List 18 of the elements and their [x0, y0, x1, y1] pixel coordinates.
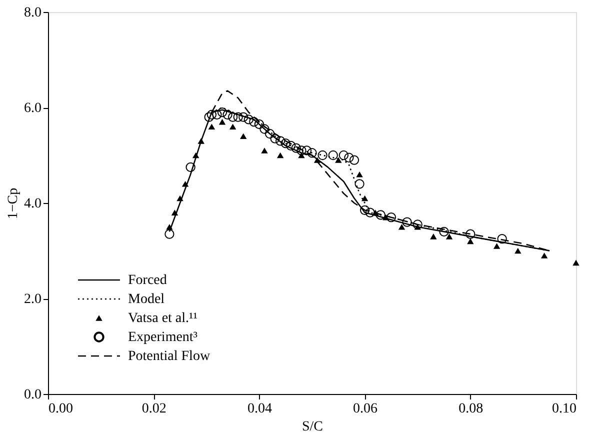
- y-axis-title: 1−Cp: [6, 188, 21, 220]
- x-tick-label: 0.08: [458, 402, 484, 416]
- y-tick-label: 6.0: [24, 101, 42, 116]
- y-tick-label: 8.0: [24, 6, 42, 20]
- legend-label: Model: [128, 292, 165, 307]
- x-tick-label: 0.06: [353, 402, 378, 416]
- x-tick-label: 0.10: [552, 402, 576, 416]
- y-tick-label: 4.0: [24, 196, 42, 212]
- x-tick-label: 0.00: [48, 402, 73, 416]
- legend-label: Experiment³: [128, 330, 198, 345]
- x-axis-title: S/C: [302, 420, 324, 434]
- x-tick-label: 0.02: [142, 402, 166, 416]
- legend-label: Vatsa et al.¹¹: [128, 311, 198, 326]
- legend-label: Potential Flow: [128, 349, 211, 364]
- y-tick-label: 0.0: [24, 388, 42, 402]
- y-tick-label: 2.0: [24, 292, 42, 307]
- legend-label: Forced: [128, 273, 167, 288]
- x-tick-label: 0.04: [247, 402, 272, 416]
